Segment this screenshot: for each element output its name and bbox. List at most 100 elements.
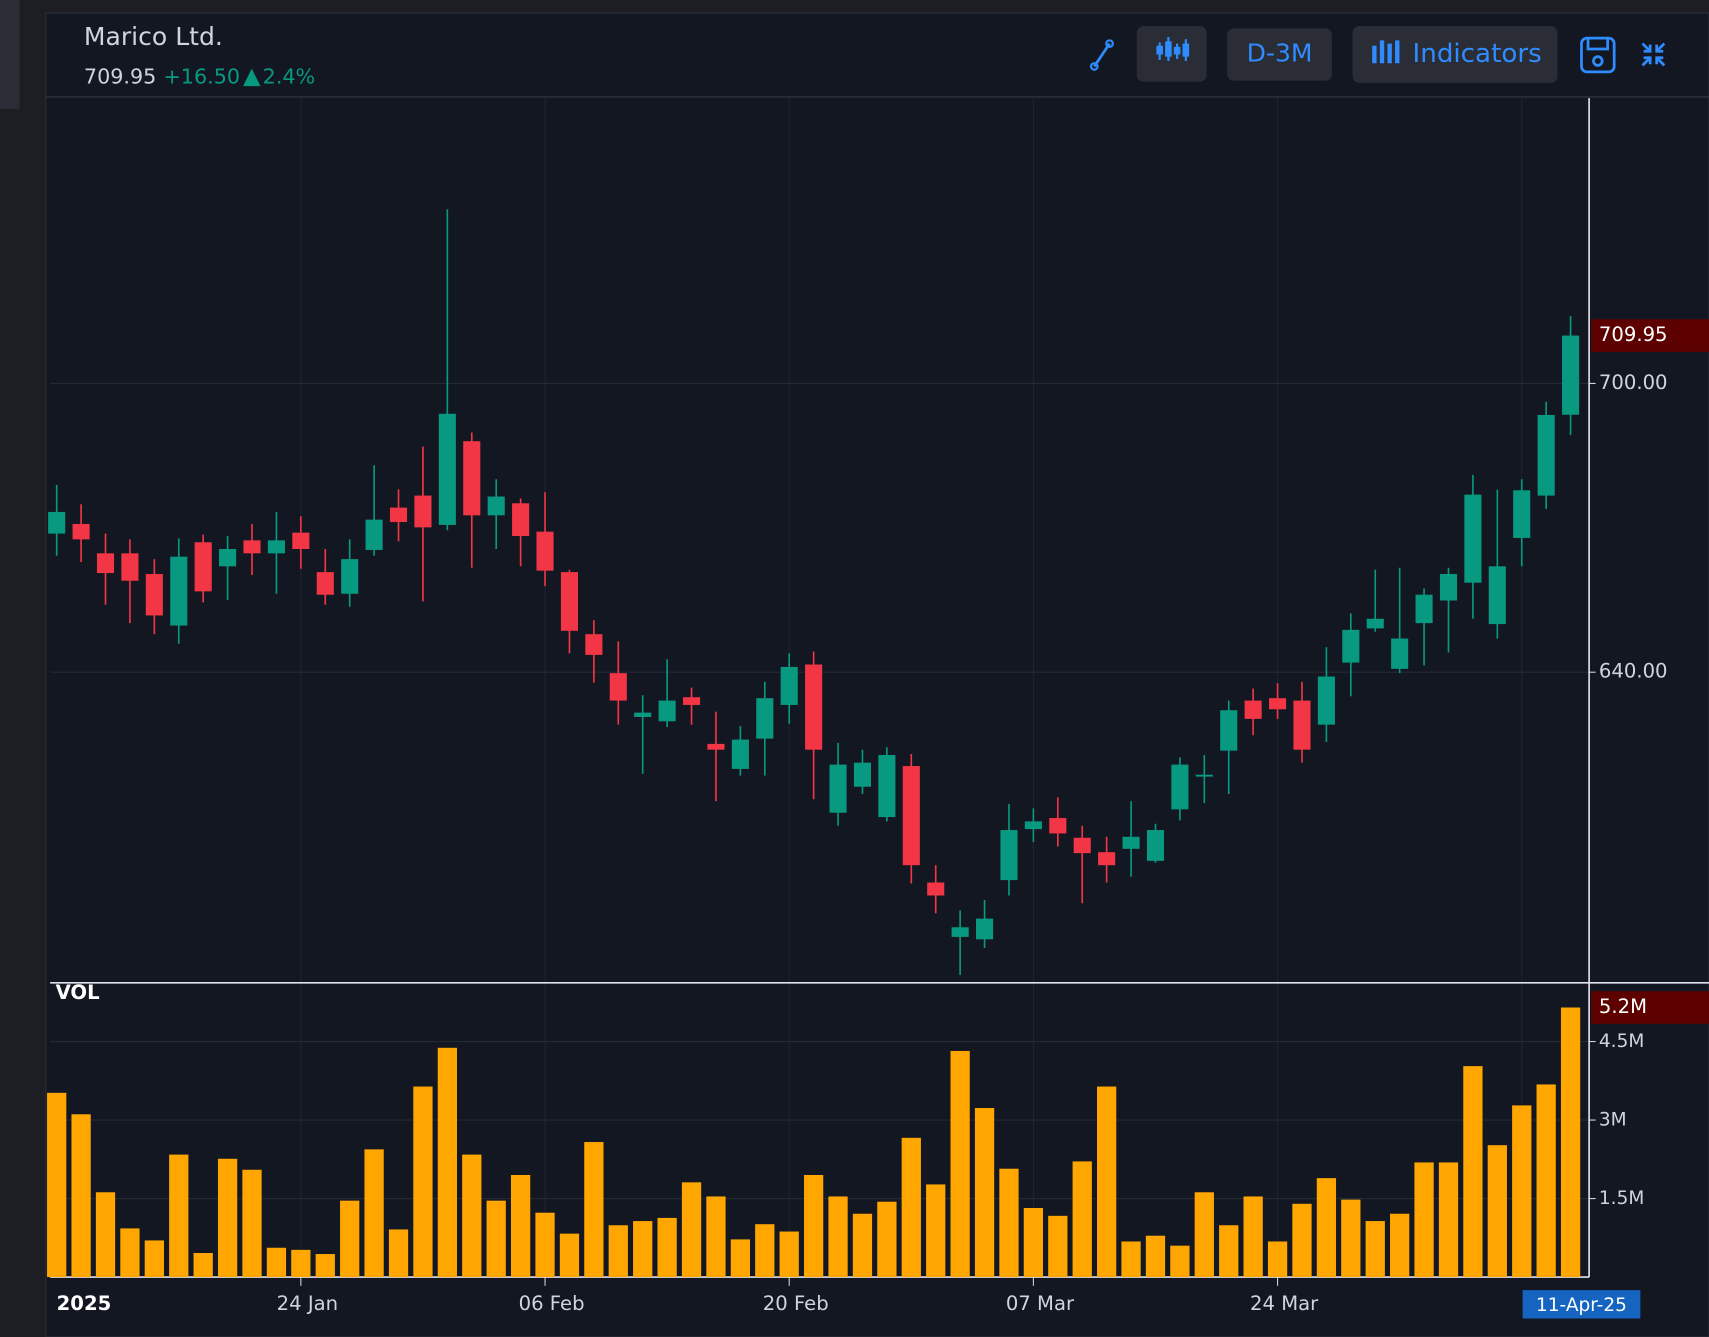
indicators-label[interactable]: Indicators — [1413, 39, 1542, 69]
x-tick-label: 11-Apr-25 — [1536, 1295, 1627, 1316]
candle-body — [1244, 700, 1262, 719]
candle-body — [438, 413, 456, 525]
candle-body — [487, 496, 505, 516]
volume-bar — [486, 1200, 506, 1278]
last-volume-badge — [1591, 991, 1709, 1024]
candle-body — [1537, 414, 1555, 496]
volume-bar — [1365, 1221, 1385, 1278]
candle-body — [243, 540, 261, 554]
candle-body — [560, 572, 578, 631]
volume-bar — [1170, 1245, 1190, 1278]
volume-bar — [535, 1212, 555, 1278]
candle-body — [72, 523, 90, 540]
candle-body — [1220, 710, 1238, 751]
y-tick-label: 640.00 — [1599, 660, 1668, 683]
candle-body — [1415, 594, 1433, 624]
volume-bar — [608, 1225, 628, 1278]
crosshair-date-box — [1522, 1290, 1641, 1319]
candle-body — [878, 754, 896, 818]
volume-bar — [217, 1158, 238, 1278]
volume-bar — [1463, 1066, 1483, 1278]
volume-bar — [71, 1114, 91, 1278]
volume-bar — [974, 1108, 995, 1278]
candle-body — [1000, 830, 1018, 881]
candle-body — [48, 511, 66, 534]
candle-body — [1171, 764, 1189, 810]
y-tick-label: 700.00 — [1599, 371, 1668, 394]
candle-body — [389, 507, 408, 523]
candle-body — [170, 556, 188, 626]
candle-body — [780, 666, 798, 705]
volume-bar — [413, 1086, 433, 1278]
candle-body — [1122, 836, 1140, 849]
side-panel — [0, 0, 20, 109]
candle-body — [121, 553, 139, 581]
candle-body — [1293, 700, 1311, 750]
volume-bar — [926, 1184, 946, 1278]
interval-button[interactable] — [1227, 28, 1332, 81]
volume-bar — [510, 1175, 531, 1278]
volume-bar — [730, 1239, 751, 1278]
up-arrow — [243, 68, 261, 87]
candle-body — [731, 739, 749, 769]
volume-bar — [193, 1252, 213, 1278]
draw-tool[interactable] — [1089, 39, 1114, 71]
volume-bar — [584, 1142, 604, 1278]
candle-body — [609, 673, 627, 701]
indicators-button[interactable] — [1352, 26, 1558, 83]
candle-body — [853, 762, 872, 787]
price-change: +16.50 — [163, 64, 240, 88]
last-price-label: 709.95 — [1599, 323, 1668, 346]
volume-bar — [1512, 1105, 1532, 1278]
volume-bar — [1487, 1145, 1507, 1278]
candle-body — [512, 503, 530, 537]
volume-bar — [1219, 1225, 1239, 1278]
volume-bar — [1121, 1241, 1141, 1278]
volume-bar — [1097, 1086, 1117, 1278]
candle-body — [341, 559, 359, 594]
candle-body — [316, 572, 334, 595]
x-tick-label: 2025 — [57, 1292, 112, 1315]
volume-bar — [999, 1168, 1019, 1278]
last-price: 709.95 — [84, 64, 156, 88]
save-button[interactable] — [1580, 36, 1616, 74]
volume-bar — [1267, 1241, 1288, 1278]
volume-bar — [1023, 1207, 1044, 1278]
candle-body — [707, 743, 725, 750]
volume-bar — [1292, 1203, 1312, 1278]
volume-bar — [1341, 1199, 1361, 1278]
candle-body — [682, 697, 701, 705]
candle-body — [1049, 818, 1067, 834]
volume-bar — [803, 1175, 824, 1278]
volume-bar — [1072, 1161, 1092, 1278]
volume-bar — [852, 1213, 873, 1278]
volume-bar — [559, 1233, 580, 1278]
collapse-button[interactable] — [1641, 42, 1666, 67]
volume-bar — [1048, 1215, 1068, 1278]
candle-body — [365, 519, 383, 550]
volume-bar — [266, 1247, 287, 1278]
plot-layer: 640.00 700.00 1.5M 3M 4.5M VOL 2025 24 Jan 06 Fe… — [47, 98, 1709, 1319]
volume-bar — [388, 1229, 409, 1278]
volume-bar — [144, 1240, 164, 1278]
candle-body — [292, 532, 310, 550]
indicators-icon — [1372, 40, 1400, 64]
last-price-badge — [1591, 319, 1709, 352]
volume-bar — [1194, 1192, 1214, 1278]
candle-body — [267, 540, 285, 554]
candle-body — [1366, 618, 1384, 629]
price-change-pct: 2.4% — [263, 64, 316, 88]
candle-body — [219, 549, 237, 567]
interval-label[interactable]: D-3M — [1247, 38, 1313, 67]
x-tick-label: 06 Feb — [519, 1292, 585, 1315]
volume-bar — [340, 1200, 360, 1278]
volume-label: VOL — [56, 981, 100, 1004]
candle-body — [1195, 774, 1213, 777]
chart-type-button[interactable] — [1136, 26, 1207, 82]
volume-bar — [681, 1182, 702, 1278]
candle-body — [927, 882, 945, 896]
volume-bar — [828, 1196, 848, 1278]
last-volume-label: 5.2M — [1599, 995, 1647, 1018]
